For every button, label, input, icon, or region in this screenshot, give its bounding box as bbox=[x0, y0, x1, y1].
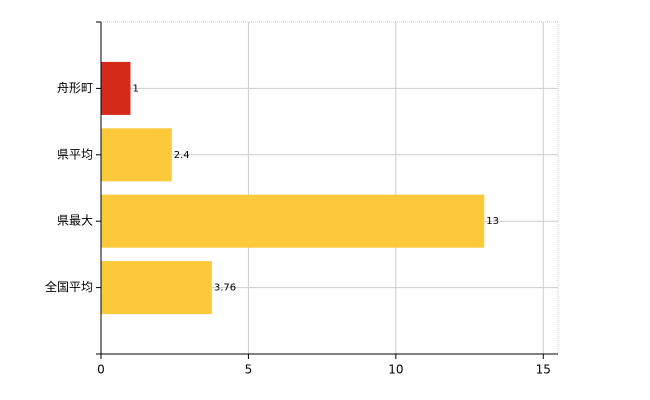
bar bbox=[101, 128, 172, 182]
y-tick-label: 県平均 bbox=[57, 147, 93, 161]
x-tick-label: 10 bbox=[388, 363, 403, 377]
value-label: 2.4 bbox=[174, 150, 190, 161]
y-tick-label: 全国平均 bbox=[45, 279, 93, 294]
value-label: 3.76 bbox=[214, 283, 236, 294]
bar bbox=[101, 261, 212, 315]
x-tick-label: 5 bbox=[245, 363, 253, 377]
x-tick-label: 0 bbox=[97, 363, 105, 377]
value-label: 1 bbox=[132, 83, 138, 94]
bar bbox=[101, 61, 131, 115]
y-tick-label: 舟形町 bbox=[57, 81, 93, 95]
y-tick-label: 県最大 bbox=[57, 214, 93, 228]
bar bbox=[101, 194, 485, 248]
x-tick-label: 15 bbox=[536, 363, 551, 377]
value-label: 13 bbox=[486, 216, 499, 227]
